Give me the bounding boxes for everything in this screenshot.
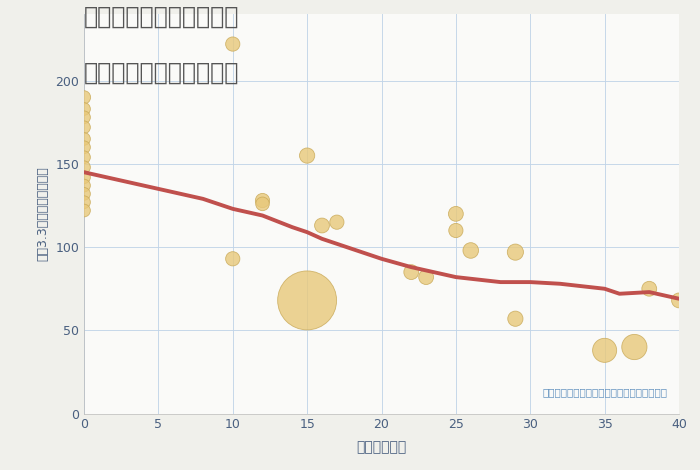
Point xyxy=(302,297,313,304)
Y-axis label: 坪（3.3㎡）単価（万円）: 坪（3.3㎡）単価（万円） xyxy=(36,166,50,261)
Point xyxy=(257,200,268,208)
Point xyxy=(78,114,90,121)
Point xyxy=(78,135,90,143)
Point xyxy=(78,154,90,161)
Point xyxy=(78,105,90,113)
Point xyxy=(78,198,90,206)
Point xyxy=(644,285,655,292)
Point xyxy=(227,255,238,263)
Point xyxy=(78,124,90,131)
Point xyxy=(331,219,342,226)
Point xyxy=(78,190,90,197)
Point xyxy=(510,248,521,256)
Point xyxy=(78,143,90,151)
Text: 円の大きさは、取引のあった物件面積を示す: 円の大きさは、取引のあった物件面積を示す xyxy=(542,388,667,398)
Point xyxy=(316,222,328,229)
Point xyxy=(78,207,90,214)
Text: 築年数別中古戸建て価格: 築年数別中古戸建て価格 xyxy=(84,61,239,85)
Point xyxy=(302,152,313,159)
Point xyxy=(673,297,685,304)
Point xyxy=(629,343,640,351)
Point xyxy=(421,274,432,281)
Point xyxy=(227,40,238,48)
Point xyxy=(78,94,90,101)
Point xyxy=(510,315,521,322)
Text: 兵庫県西宮市今在家町の: 兵庫県西宮市今在家町の xyxy=(84,5,239,29)
Point xyxy=(78,164,90,171)
Point xyxy=(78,173,90,181)
Point xyxy=(257,197,268,204)
Point xyxy=(450,210,461,218)
Point xyxy=(465,247,476,254)
X-axis label: 築年数（年）: 築年数（年） xyxy=(356,440,407,454)
Point xyxy=(599,346,610,354)
Point xyxy=(78,182,90,189)
Point xyxy=(450,227,461,234)
Point xyxy=(406,268,417,276)
